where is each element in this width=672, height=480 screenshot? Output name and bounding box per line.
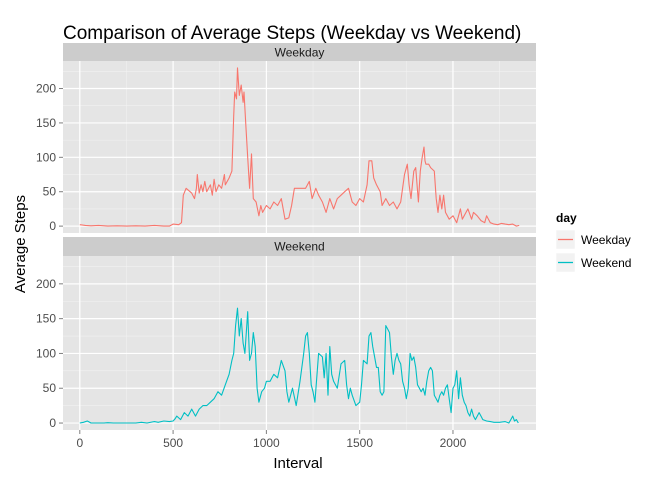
chart-title: Comparison of Average Steps (Weekday vs … <box>63 23 521 44</box>
plot-background-weekday <box>63 61 536 233</box>
y-tick-label: 0 <box>49 219 56 233</box>
x-tick-label: 500 <box>163 436 183 450</box>
x-tick-label: 0 <box>76 436 83 450</box>
legend-label-weekday: Weekday <box>581 233 631 247</box>
y-tick-label: 0 <box>49 416 56 430</box>
y-tick-label: 200 <box>36 82 56 96</box>
series-line-weekday <box>79 67 520 227</box>
y-tick-label: 150 <box>36 116 56 130</box>
x-axis-title: Interval <box>273 455 322 472</box>
y-tick-label: 50 <box>43 185 57 199</box>
x-tick-label: 2000 <box>440 436 467 450</box>
facet-strip-weekend <box>63 237 536 256</box>
x-axis: 0 500 1000 1500 2000 <box>76 430 467 450</box>
y-tick-label: 200 <box>36 277 56 291</box>
y-tick-label: 100 <box>36 346 56 360</box>
x-tick-label: 1000 <box>253 436 280 450</box>
y-axis-title: Average Steps <box>12 195 29 293</box>
y-tick-label: 100 <box>36 150 56 164</box>
y-tick-label: 150 <box>36 312 56 326</box>
panel-weekend: Weekend 0 50 100 150 200 <box>36 237 536 430</box>
y-tick-label: 50 <box>43 381 57 395</box>
legend: day Weekday Weekend <box>555 211 631 273</box>
legend-label-weekend: Weekend <box>581 256 631 270</box>
legend-title: day <box>556 211 577 225</box>
plot-background-weekend <box>63 256 536 430</box>
series-line-weekend <box>79 307 519 424</box>
facet-strip-label-weekday: Weekday <box>275 46 325 60</box>
facet-strip-weekday <box>63 43 536 61</box>
panel-weekday: Weekday 0 50 100 150 200 <box>36 43 536 233</box>
panels: Weekday 0 50 100 150 200 Weekend 0 50 100 150 200 <box>36 43 536 430</box>
x-tick-label: 1500 <box>346 436 373 450</box>
facet-strip-label-weekend: Weekend <box>274 240 324 254</box>
